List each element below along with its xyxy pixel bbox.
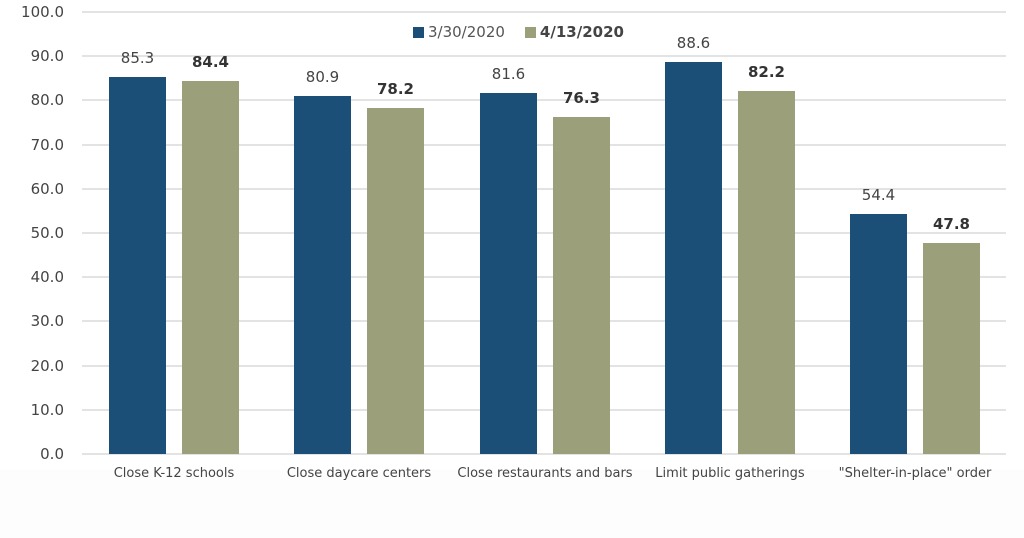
gridline <box>82 320 1006 323</box>
bar <box>665 62 722 454</box>
bar <box>182 80 239 454</box>
legend-swatch-icon <box>524 26 536 38</box>
legend-swatch-icon <box>413 26 424 38</box>
bar <box>553 116 610 454</box>
data-label: 85.3 <box>120 48 155 67</box>
y-tick-label: 40.0 <box>30 268 64 287</box>
bar <box>738 90 795 454</box>
data-label: 84.4 <box>191 52 229 71</box>
x-category-label: "Shelter-in-place" order <box>838 466 992 481</box>
gridline <box>82 55 1006 58</box>
legend-item: 4/13/2020 <box>524 23 624 41</box>
data-label: 47.8 <box>932 214 970 233</box>
bar <box>850 213 907 454</box>
y-tick-label: 10.0 <box>30 400 64 419</box>
gridline <box>82 453 1006 455</box>
bar <box>109 76 166 454</box>
y-tick-label: 60.0 <box>30 179 64 198</box>
data-label: 82.2 <box>747 62 785 81</box>
x-category-label: Close daycare centers <box>286 466 432 481</box>
legend-item: 3/30/2020 <box>413 23 505 41</box>
gridline <box>82 276 1006 279</box>
y-tick-label: 100.0 <box>21 3 64 21</box>
legend-label: 3/30/2020 <box>428 23 505 41</box>
legend-label: 4/13/2020 <box>539 23 624 41</box>
bar <box>294 96 351 454</box>
bar <box>367 108 424 454</box>
x-category-label: Limit public gatherings <box>655 466 805 481</box>
y-tick-label: 0.0 <box>40 445 64 463</box>
bottom-margin <box>0 470 1024 538</box>
x-category-label: Close restaurants and bars <box>457 466 633 481</box>
y-tick-label: 70.0 <box>30 135 64 154</box>
data-label: 78.2 <box>376 80 414 99</box>
data-label: 81.6 <box>491 65 526 84</box>
x-category-label: Close K-12 schools <box>113 466 235 481</box>
y-tick-label: 20.0 <box>30 356 64 375</box>
y-tick-label: 50.0 <box>30 224 64 242</box>
gridline <box>82 143 1006 146</box>
data-label: 76.3 <box>562 88 600 107</box>
data-label: 80.9 <box>305 68 340 87</box>
bar <box>923 242 980 454</box>
bar <box>480 93 537 454</box>
gridline <box>82 232 1006 234</box>
y-tick-label: 30.0 <box>30 312 64 331</box>
y-tick-label: 90.0 <box>30 47 64 66</box>
y-tick-label: 80.0 <box>30 91 64 110</box>
gridline <box>82 408 1006 411</box>
gridline <box>82 99 1006 102</box>
data-label: 54.4 <box>861 185 896 204</box>
gridline <box>82 11 1006 13</box>
gridline <box>82 187 1006 190</box>
data-label: 88.6 <box>676 34 711 53</box>
gridline <box>82 364 1006 367</box>
legend: 3/30/2020 4/13/2020 <box>413 23 644 41</box>
